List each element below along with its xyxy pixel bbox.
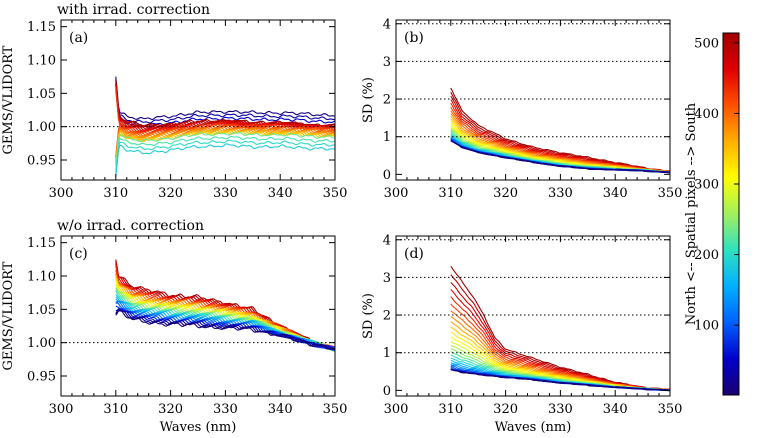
x-tick-label: 320 <box>158 402 183 417</box>
series-line <box>115 79 335 124</box>
series-line <box>115 85 335 132</box>
y-tick-label: 0 <box>383 168 391 183</box>
y-axis-label: SD (%) <box>361 293 376 339</box>
series-group <box>115 259 335 353</box>
x-axis-label: Waves (nm) <box>160 420 237 435</box>
plot-frame <box>60 235 336 397</box>
series-line <box>115 76 335 120</box>
series-line <box>115 143 335 177</box>
y-tick-label: 1 <box>383 346 391 361</box>
series-line <box>115 126 335 160</box>
y-tick-label: 1.10 <box>27 54 56 69</box>
y-tick-label: 1.15 <box>27 20 56 35</box>
x-tick-label: 320 <box>493 186 518 201</box>
x-tick-label: 340 <box>603 186 628 201</box>
x-tick-label: 310 <box>438 402 463 417</box>
panel-label: (a) <box>69 30 88 46</box>
colorbar: 100 200 300 400 500 North <-- Spatial pixels … <box>684 32 740 396</box>
x-tick-label: 350 <box>658 402 683 417</box>
series-line <box>115 276 335 349</box>
x-tick-label: 350 <box>658 186 683 201</box>
x-axis-label: Waves (nm) <box>495 420 572 435</box>
y-tick-label: 2 <box>383 309 391 324</box>
panel-c: 300 310 320 330 340 350 0.95 1.00 1.05 1.10 1.15 (c… <box>1 218 347 435</box>
x-tick-label: 300 <box>384 186 409 201</box>
series-line <box>450 140 670 173</box>
x-tick-label: 340 <box>268 402 293 417</box>
panel-label: (d) <box>404 246 424 262</box>
y-tick-label: 0 <box>383 384 391 399</box>
series-line <box>115 139 335 174</box>
y-tick-label: 1.05 <box>27 303 56 318</box>
colorbar-tick-label: 400 <box>694 107 719 122</box>
panel-b: 300 310 320 330 340 350 0 1 2 3 4 (b) SD (%) <box>361 17 682 201</box>
series-group <box>115 76 335 177</box>
y-tick-label: 1.10 <box>27 270 56 285</box>
series-line <box>115 263 335 350</box>
x-tick-label: 300 <box>384 402 409 417</box>
panel-d: 300 310 320 330 340 350 0 1 2 3 4 (d) SD (%) Waves (n… <box>361 233 682 435</box>
y-tick-label: 4 <box>383 233 391 248</box>
x-tick-label: 320 <box>493 402 518 417</box>
y-axis-label: GEMS/VLIDORT <box>1 261 16 370</box>
plot-frame <box>395 235 671 397</box>
x-tick-label: 350 <box>323 186 348 201</box>
y-axis-label: GEMS/VLIDORT <box>1 45 16 154</box>
panel-label: (b) <box>404 30 424 46</box>
panel-title: w/o irrad. correction <box>57 218 204 234</box>
x-tick-label: 310 <box>103 402 128 417</box>
colorbar-tick-label: 500 <box>694 36 719 51</box>
colorbar-tick-label: 300 <box>694 178 719 193</box>
panel-title: with irrad. correction <box>57 2 210 18</box>
series-line <box>450 369 670 391</box>
x-tick-label: 330 <box>213 402 238 417</box>
x-tick-label: 330 <box>548 402 573 417</box>
y-tick-label: 1.15 <box>27 236 56 251</box>
series-line <box>115 125 335 158</box>
series-line <box>450 118 670 173</box>
series-line <box>450 326 670 391</box>
panel-label: (c) <box>69 246 88 262</box>
y-tick-label: 3 <box>383 271 391 286</box>
series-line <box>115 131 335 165</box>
plot-frame <box>60 19 336 181</box>
series-line <box>115 132 335 166</box>
y-tick-label: 1 <box>383 130 391 145</box>
x-tick-label: 310 <box>103 186 128 201</box>
series-group <box>450 265 670 392</box>
y-tick-label: 1.00 <box>27 336 56 351</box>
x-tick-label: 320 <box>158 186 183 201</box>
colorbar-tick-label: 200 <box>694 248 719 263</box>
series-line <box>115 135 335 171</box>
colorbar-label: North <-- Spatial pixels --> South <box>684 102 699 325</box>
panel-a: 300 310 320 330 340 350 0.95 1.00 1.05 1.10 1.15 (a… <box>1 2 347 201</box>
plot-frame <box>395 19 671 181</box>
colorbar-tick-label: 100 <box>694 319 719 334</box>
x-tick-label: 330 <box>548 186 573 201</box>
series-line <box>115 305 335 351</box>
series-line <box>115 129 335 164</box>
y-tick-label: 3 <box>383 55 391 70</box>
x-tick-label: 340 <box>268 186 293 201</box>
y-tick-label: 0.95 <box>27 154 56 169</box>
y-tick-label: 4 <box>383 17 391 32</box>
x-tick-label: 350 <box>323 402 348 417</box>
series-line <box>115 130 335 163</box>
series-group <box>450 87 670 174</box>
series-line <box>450 132 670 173</box>
series-line <box>115 310 335 350</box>
x-tick-label: 300 <box>49 186 74 201</box>
x-tick-label: 330 <box>213 186 238 201</box>
y-tick-label: 1.05 <box>27 87 56 102</box>
colorbar-gradient <box>722 32 740 396</box>
y-tick-label: 2 <box>383 93 391 108</box>
y-axis-label: SD (%) <box>361 77 376 123</box>
x-tick-label: 300 <box>49 402 74 417</box>
y-tick-label: 0.95 <box>27 370 56 385</box>
y-tick-label: 1.00 <box>27 120 56 135</box>
series-line <box>115 290 335 351</box>
x-tick-label: 310 <box>438 186 463 201</box>
x-tick-label: 340 <box>603 402 628 417</box>
